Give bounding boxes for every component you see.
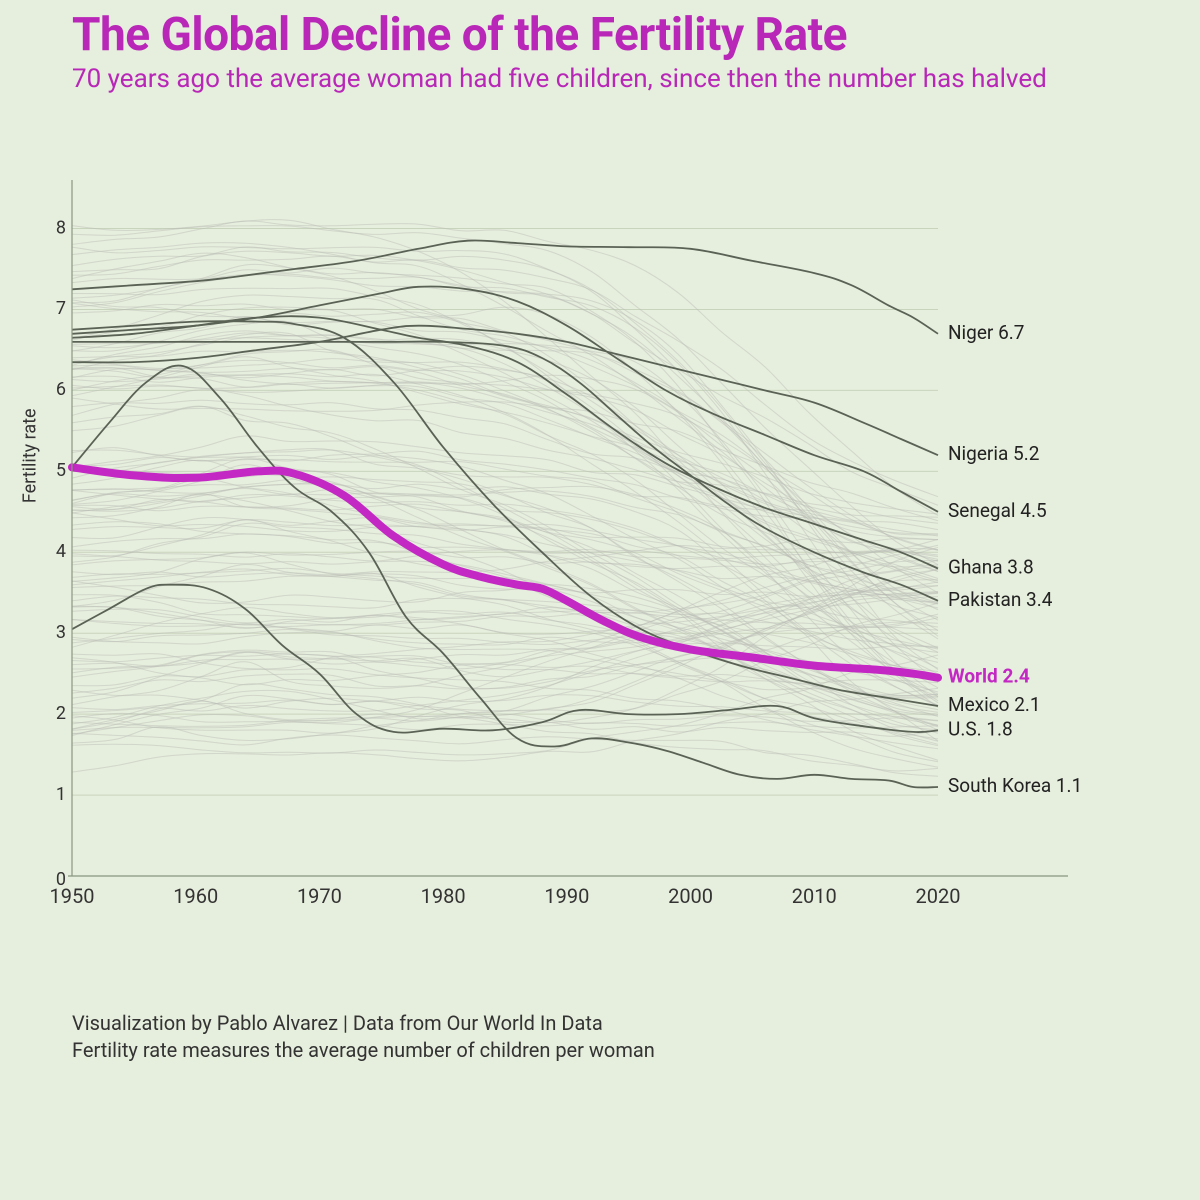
y-tick: 1 [56, 784, 66, 805]
series-label: Senegal 4.5 [948, 499, 1047, 522]
series-label: U.S. 1.8 [948, 717, 1013, 740]
chart-subtitle: 70 years ago the average woman had five … [72, 64, 1047, 94]
series-label: Mexico 2.1 [948, 693, 1041, 716]
background-lines [72, 220, 938, 777]
x-tick: 1960 [173, 884, 218, 908]
y-tick: 3 [56, 622, 66, 643]
x-tick: 2000 [668, 884, 713, 908]
y-tick: 5 [56, 460, 66, 481]
x-tick: 1950 [50, 884, 95, 908]
y-tick: 8 [56, 217, 66, 238]
footer-caption: Visualization by Pablo Alvarez | Data fr… [72, 1010, 655, 1064]
title-block: The Global Decline of the Fertility Rate… [72, 8, 1047, 94]
x-tick: 1970 [297, 884, 342, 908]
chart-area: Fertility rate 0123456781950196019701980… [48, 180, 1068, 900]
x-tick: 1980 [421, 884, 466, 908]
series-label: Niger 6.7 [948, 321, 1024, 344]
x-tick: 1990 [544, 884, 589, 908]
series-label-world: World 2.4 [948, 665, 1030, 688]
footer-line-1: Visualization by Pablo Alvarez | Data fr… [72, 1010, 655, 1037]
series-label: Ghana 3.8 [948, 555, 1034, 578]
y-tick: 2 [56, 703, 66, 724]
series-label: Nigeria 5.2 [948, 442, 1039, 465]
x-tick: 2020 [916, 884, 961, 908]
y-tick: 4 [56, 541, 66, 562]
footer-line-2: Fertility rate measures the average numb… [72, 1037, 655, 1064]
series-ghana [72, 316, 938, 568]
series-label: South Korea 1.1 [948, 774, 1082, 797]
y-tick: 7 [56, 298, 66, 319]
y-axis-title: Fertility rate [20, 408, 41, 503]
series-label: Pakistan 3.4 [948, 588, 1053, 611]
chart-title: The Global Decline of the Fertility Rate [72, 8, 1047, 62]
y-tick: 6 [56, 379, 66, 400]
x-tick: 2010 [792, 884, 837, 908]
line-chart: 0123456781950196019701980199020002010202… [48, 180, 1068, 900]
country-lines [72, 240, 938, 787]
